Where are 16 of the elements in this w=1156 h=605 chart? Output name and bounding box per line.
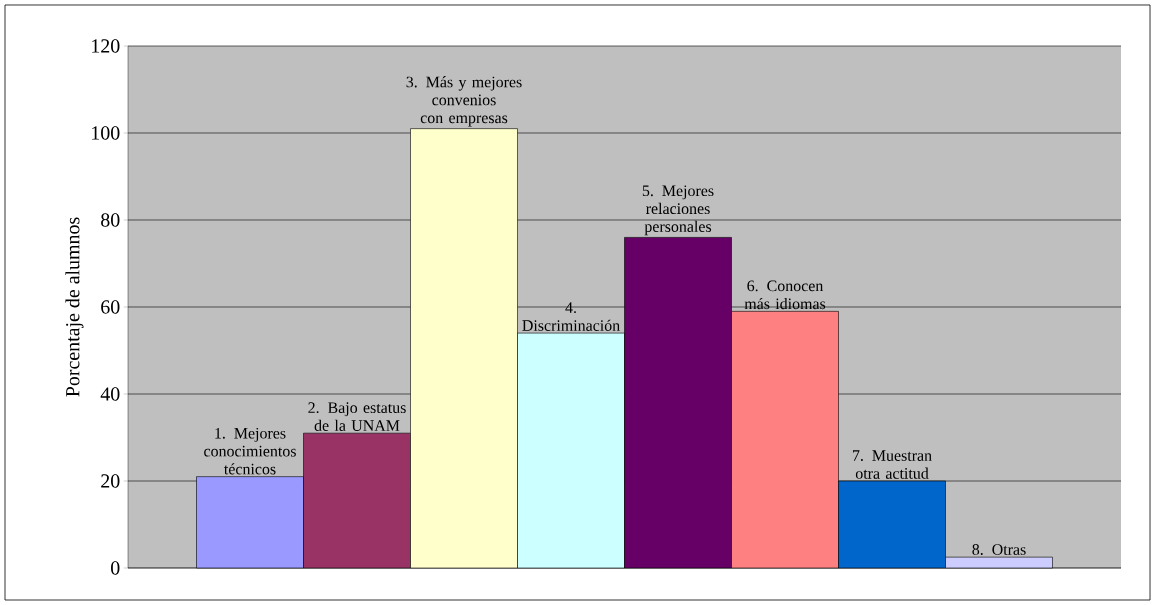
series-label: 3. Más y mejores convenios con empresas [406,76,522,127]
series-label: 2. Bajo estatus de la UNAM [308,402,406,431]
series-label: 1. Mejores conocimientos técnicos [204,427,296,475]
series-label: 7. Muestran otra actitud [852,450,932,479]
series-label: 4. Discriminación [522,302,620,331]
y-axis-title: Porcentaje de alumnos [65,217,84,397]
series-label: 6. Conocen más idiomas [744,280,826,310]
series-label: 8. Otras [972,544,1026,555]
y-tick-label: 120 [92,39,120,53]
y-tick-label: 60 [101,300,120,314]
y-tick-label: 0 [111,561,120,575]
y-tick-label: 20 [101,474,120,488]
y-tick-label: 40 [100,387,120,401]
series-label: 5. Mejores relaciones personales [642,185,714,236]
y-tick-label: 80 [101,213,120,227]
y-tick-label: 100 [92,126,120,140]
